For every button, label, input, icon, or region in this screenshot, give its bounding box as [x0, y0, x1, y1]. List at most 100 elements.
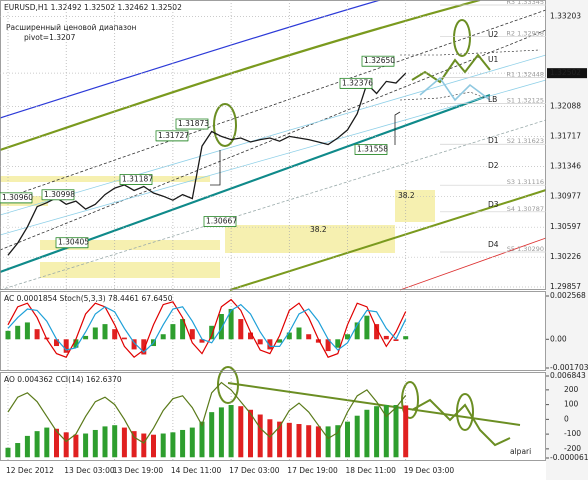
- bar: [5, 447, 11, 458]
- bar: [335, 339, 341, 348]
- bar: [24, 435, 30, 458]
- x-tick-label: 17 Dec 19:00: [287, 466, 338, 475]
- bar: [170, 432, 176, 458]
- label-box: [203, 216, 237, 227]
- x-tick-label: 13 Dec 19:00: [113, 466, 164, 475]
- overlay-drawings: [0, 0, 547, 447]
- y-tick-label: -0.001703: [550, 363, 588, 372]
- y-tick-label: 1.31346: [550, 162, 581, 171]
- bar: [92, 429, 98, 458]
- price-label: 1.31187: [122, 174, 153, 183]
- price-label: 1.30960: [2, 193, 33, 202]
- pivot-label: R1 1.32448: [506, 71, 544, 79]
- bar: [131, 431, 137, 458]
- bar: [54, 428, 59, 458]
- bar: [257, 414, 263, 458]
- bar: [83, 433, 89, 458]
- y-tick-label: 1.30226: [550, 252, 581, 261]
- bar: [121, 427, 127, 458]
- y2-tick-label: 200: [564, 385, 579, 394]
- chart-title: EURUSD,H1 1.32492 1.32502 1.32462 1.3250…: [4, 3, 182, 12]
- bar: [306, 425, 312, 458]
- y-tick-label: 1.33203: [550, 11, 581, 20]
- bar: [73, 434, 79, 458]
- y2-tick-label: 100: [564, 400, 579, 409]
- bar: [218, 407, 224, 458]
- label-box: [155, 130, 189, 142]
- bar: [296, 327, 302, 340]
- bar: [325, 339, 331, 352]
- bar: [383, 405, 389, 458]
- bar: [15, 443, 21, 458]
- bar: [63, 339, 69, 353]
- panel-title: AC 0.0001854 Stoch(5,3,3) 78.4461 67.645…: [4, 294, 173, 303]
- bar: [267, 419, 273, 458]
- axis-area: [546, 0, 588, 480]
- bar: [54, 339, 59, 347]
- bar: [209, 412, 215, 458]
- y-tick-label: 1.30597: [550, 222, 581, 231]
- y-tick-label: 0.00: [550, 334, 567, 343]
- channel-label: U2: [488, 30, 498, 39]
- bar: [325, 426, 331, 458]
- price-label: 1.30405: [58, 238, 89, 247]
- bar: [286, 422, 292, 458]
- panel-title: AO 0.004362 CCI(14) 162.6370: [4, 375, 122, 384]
- bar: [83, 335, 89, 340]
- bar: [364, 409, 370, 458]
- label-box: [0, 192, 33, 204]
- bar: [374, 324, 380, 340]
- bar: [393, 339, 399, 341]
- bar: [92, 327, 98, 340]
- x-tick-label: 19 Dec 03:00: [404, 466, 455, 475]
- y-tick-label: 1.32088: [550, 102, 581, 111]
- line: [7, 72, 407, 256]
- y-tick-label: 1.31717: [550, 132, 581, 141]
- price-label: 1.30998: [44, 190, 75, 199]
- bar: [189, 427, 195, 458]
- bar: [112, 425, 118, 458]
- bar: [354, 322, 360, 340]
- pivot-label: S2 1.31623: [507, 137, 544, 145]
- pivot-label: S5 1.30290: [507, 245, 544, 253]
- y-tick-label: 1.30977: [550, 191, 581, 200]
- bar: [383, 335, 389, 340]
- y2-tick-label: 0: [564, 414, 569, 423]
- bar: [248, 409, 253, 458]
- bar: [277, 421, 283, 458]
- price-label: 1.32650: [364, 56, 395, 65]
- y-tick-label: -0.000061: [550, 453, 588, 462]
- fibo-label: 38.2: [310, 225, 327, 234]
- channel-label: D3: [488, 200, 499, 209]
- bar: [345, 334, 350, 340]
- bar: [160, 334, 166, 340]
- bar: [160, 433, 166, 458]
- bar: [374, 406, 380, 458]
- price-label: 1.31558: [357, 144, 388, 153]
- bar: [296, 424, 302, 458]
- panel-frame: [0, 0, 546, 290]
- y-tick-label: 1.32502: [550, 68, 581, 77]
- bar: [238, 406, 244, 458]
- fibo-label: 38.2: [398, 191, 415, 200]
- bar: [170, 324, 176, 340]
- bar: [335, 425, 341, 458]
- price-marker: [547, 68, 587, 79]
- pivot-label: S4 1.30787: [507, 205, 544, 213]
- y2-tick-label: -100: [564, 429, 581, 438]
- bar: [189, 329, 195, 340]
- pivot-label: R2 1.32958: [506, 29, 544, 37]
- bar: [403, 405, 409, 458]
- bar: [354, 415, 360, 458]
- bar: [151, 434, 156, 458]
- bar: [364, 315, 370, 340]
- bar: [286, 332, 292, 340]
- bar: [393, 405, 399, 458]
- subtitle: Расширенный ценовой диапазон: [6, 23, 137, 32]
- bar: [5, 330, 11, 340]
- label-box: [361, 55, 395, 67]
- bar: [345, 421, 350, 458]
- bar: [209, 325, 215, 340]
- pivot-label: S1 1.32125: [507, 97, 544, 105]
- pivot-label: R3 1.33345: [506, 0, 544, 6]
